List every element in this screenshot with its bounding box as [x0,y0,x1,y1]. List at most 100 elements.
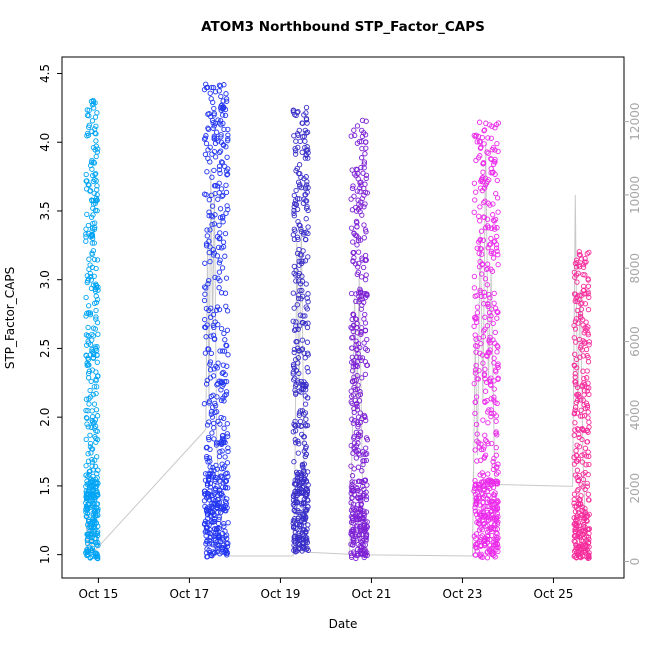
data-point [495,499,501,505]
data-point [297,181,303,188]
data-point [208,350,214,357]
data-point [364,362,371,368]
data-point [217,348,223,354]
data-point [297,482,303,489]
data-point [93,138,99,144]
data-point [219,193,225,199]
data-point [303,451,309,457]
data-point [216,440,222,446]
data-point [92,100,98,106]
data-point [492,238,498,244]
data-point [83,186,90,192]
data-point [348,550,354,556]
data-point [299,120,306,126]
data-point [580,283,587,290]
data-point [291,305,297,311]
data-point [471,323,477,330]
data-point [216,180,222,186]
data-point [93,540,99,546]
data-point [94,490,100,496]
data-point [225,137,231,144]
data-point [579,504,585,510]
data-point [357,389,363,395]
data-point [483,120,489,126]
data-point [572,298,578,304]
data-point [351,255,357,261]
data-point [472,197,478,203]
data-point [206,209,212,215]
data-point [299,529,306,535]
data-point [94,384,100,390]
y-tick-label: 3.0 [38,270,52,289]
data-point [203,133,209,139]
data-point [218,93,224,100]
data-point [473,394,480,400]
data-point [292,375,298,381]
data-point [224,535,230,542]
data-point [571,432,577,438]
data-point [216,167,223,173]
data-point [94,454,100,460]
data-point [361,510,367,516]
data-point [351,409,357,416]
data-point [494,481,500,487]
data-point [224,460,231,466]
data-point [216,499,223,506]
data-point [487,202,493,208]
data-point [583,462,589,468]
data-point [483,512,489,518]
data-point [83,436,89,443]
data-point [294,338,300,345]
data-point [217,257,223,263]
data-point [350,183,356,189]
data-point [91,190,97,196]
data-point [203,334,209,340]
data-point [212,154,219,160]
data-point [487,379,493,385]
data-point [89,128,95,135]
data-point [474,139,480,145]
data-point [218,134,224,140]
data-point [480,334,487,340]
data-point [585,380,591,386]
data-point [474,319,480,325]
data-point [293,112,299,119]
data-point [304,179,310,185]
data-point [94,257,101,263]
data-point [204,233,210,239]
data-point [84,421,90,427]
data-point [216,269,223,275]
data-point [494,315,500,321]
data-point [471,380,477,387]
data-point [480,417,486,423]
data-point [93,143,99,149]
y2-tick-label: 4000 [628,400,642,431]
data-point [86,113,92,119]
data-point [358,497,364,503]
data-point [490,320,496,327]
data-point [87,432,93,438]
data-point [202,135,208,141]
data-point [292,437,298,443]
data-point [207,258,213,265]
data-point [492,367,499,373]
data-point [363,257,369,263]
data-point [481,520,487,527]
data-point [478,441,484,447]
data-point [363,118,369,124]
data-point [299,337,306,343]
data-point [479,187,485,194]
data-point [224,308,231,314]
data-point [356,260,362,267]
data-point [204,169,210,175]
data-point [351,418,358,424]
data-point [202,151,209,158]
data-point [363,445,369,451]
data-point [353,531,359,538]
x-tick-label: Oct 19 [261,587,301,601]
data-point [86,182,92,188]
data-point [350,323,357,329]
data-point [487,316,493,322]
data-point [578,482,584,488]
y-tick-label: 1.5 [38,476,52,495]
